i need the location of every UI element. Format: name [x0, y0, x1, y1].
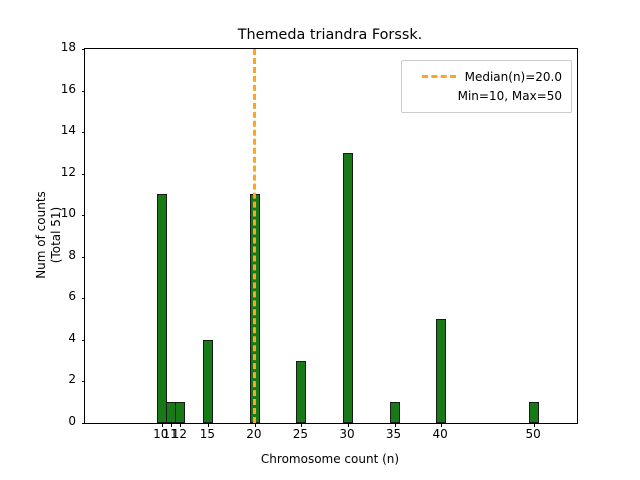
y-axis-label-line1: Num of counts	[34, 191, 48, 279]
bar	[296, 360, 307, 423]
x-tick-label: 40	[432, 427, 448, 441]
bar	[175, 402, 186, 423]
bar	[389, 402, 400, 423]
y-tick-label: 8	[68, 247, 76, 262]
x-tick-label: 25	[292, 427, 309, 441]
x-tick-mark	[301, 423, 303, 427]
x-tick-mark	[161, 423, 163, 427]
y-tick-label: 10	[60, 206, 76, 221]
legend-label: Min=10, Max=50	[457, 88, 562, 103]
x-tick-label: 15	[199, 427, 215, 441]
x-tick-label: 50	[525, 427, 541, 441]
y-tick-mark	[81, 256, 85, 258]
bar	[529, 402, 540, 423]
y-axis-label-line2: (Total 51)	[49, 206, 63, 264]
x-tick-mark	[171, 423, 173, 427]
y-tick-label: 0	[68, 414, 76, 428]
chart-title: Themeda triandra Forssk.	[237, 27, 423, 43]
x-tick-mark	[208, 423, 210, 427]
y-tick-mark	[81, 49, 85, 50]
y-tick-mark	[81, 173, 85, 175]
legend-dashed-line-icon	[421, 75, 456, 78]
bar	[156, 194, 167, 423]
x-tick-mark	[254, 423, 256, 427]
chart-legend: Median(n)=20.0 Min=10, Max=50	[401, 60, 572, 113]
y-tick-label: 4	[68, 330, 76, 345]
y-tick-label: 2	[68, 372, 76, 387]
legend-entry: Median(n)=20.0	[411, 67, 562, 86]
x-tick-label: 10	[153, 427, 169, 441]
y-tick-label: 14	[60, 123, 76, 138]
y-tick-mark	[81, 215, 85, 217]
x-tick-mark	[441, 423, 443, 427]
y-tick-mark	[81, 423, 85, 424]
legend-label: Median(n)=20.0	[464, 69, 562, 84]
x-tick-mark	[534, 423, 536, 427]
y-axis-label: Num of counts (Total 51)	[34, 48, 64, 422]
y-tick-mark	[81, 298, 85, 300]
x-tick-label: 35	[385, 427, 402, 441]
y-axis-label-wrapper: Num of counts (Total 51)	[34, 48, 68, 422]
x-tick-mark	[347, 423, 349, 427]
y-tick-mark	[81, 132, 85, 134]
bar	[436, 319, 447, 423]
y-tick-label: 16	[60, 81, 76, 96]
y-tick-label: 12	[60, 164, 76, 179]
y-tick-label: 6	[68, 289, 76, 304]
y-tick-mark	[81, 339, 85, 341]
y-tick-mark	[81, 90, 85, 92]
x-tick-label: 12	[171, 427, 188, 441]
median-line	[253, 49, 257, 423]
legend-entry: Min=10, Max=50	[411, 86, 562, 105]
x-tick-mark	[180, 423, 182, 427]
x-tick-mark	[394, 423, 396, 427]
x-axis-label: Chromosome count (n)	[260, 452, 400, 466]
y-tick-label: 18	[60, 40, 76, 54]
bar	[203, 339, 214, 423]
x-tick-label: 11	[162, 427, 178, 441]
bar	[342, 152, 353, 423]
plot-inner	[85, 49, 577, 423]
y-tick-mark	[81, 381, 85, 383]
x-tick-label: 30	[339, 427, 355, 441]
x-tick-label: 20	[246, 427, 262, 441]
